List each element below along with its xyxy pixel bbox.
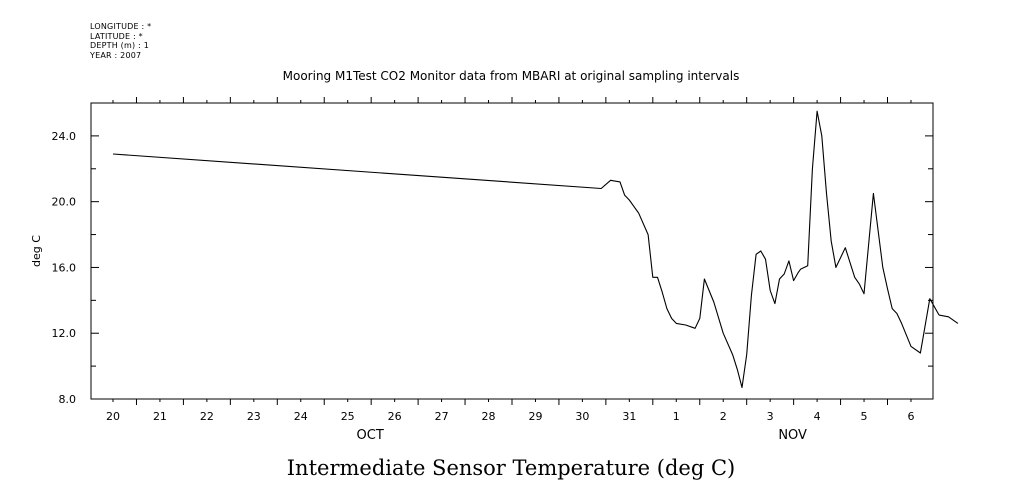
y-tick-label: 24.0 (52, 130, 77, 143)
x-tick-labels: 20 21 22 23 24 25 26 27 28 29 30 31 1 2 3 4 5 6 (106, 410, 914, 423)
series-line-0 (112, 110, 940, 389)
x-tick-label: 28 (482, 410, 496, 423)
x-tick-label: 26 (388, 410, 402, 423)
meta-depth: DEPTH (m) : 1 (90, 41, 149, 50)
meta-latitude: LATITUDE : * (90, 31, 143, 41)
y-axis-label: deg C (30, 235, 43, 267)
x-tick-label: 2 (720, 410, 727, 423)
y-tick-labels: 8.0 12.0 16.0 20.0 24.0 (52, 130, 77, 406)
x-tick-label: 1 (673, 410, 680, 423)
x-tick-label: 5 (861, 410, 868, 423)
chart-title: Mooring M1Test CO2 Monitor data from MBA… (283, 69, 740, 83)
month-label: NOV (778, 428, 807, 443)
series-line-1 (939, 314, 959, 324)
month-labels: OCT NOV (357, 428, 808, 443)
y-tick-label: 8.0 (59, 393, 77, 406)
y-tick-label: 20.0 (52, 196, 77, 209)
x-tick-label: 25 (341, 410, 355, 423)
x-tick-label: 31 (622, 410, 636, 423)
x-tick-label: 4 (814, 410, 821, 423)
meta-year: YEAR : 2007 (90, 50, 142, 60)
x-tick-label: 3 (767, 410, 774, 423)
x-tick-label: 27 (435, 410, 449, 423)
x-tick-label: 23 (247, 410, 261, 423)
y-tick-label: 16.0 (52, 261, 77, 274)
x-tick-label: 6 (907, 410, 914, 423)
x-tick-label: 30 (575, 410, 589, 423)
x-tick-label: 22 (200, 410, 214, 423)
plot-frame (90, 102, 934, 400)
x-axis-title: Intermediate Sensor Temperature (deg C) (287, 456, 735, 480)
x-tick-label: 21 (153, 410, 167, 423)
metadata-block: LONGITUDE : * LATITUDE : * DEPTH (m) : 1… (90, 22, 151, 60)
meta-longitude: LONGITUDE : * (90, 22, 152, 31)
x-tick-label: 24 (294, 410, 308, 423)
x-tick-label: 20 (106, 410, 120, 423)
data-series (112, 110, 959, 389)
month-label: OCT (357, 428, 384, 443)
x-tick-label: 29 (528, 410, 542, 423)
y-tick-label: 12.0 (52, 327, 77, 340)
axis-ticks (91, 97, 933, 405)
